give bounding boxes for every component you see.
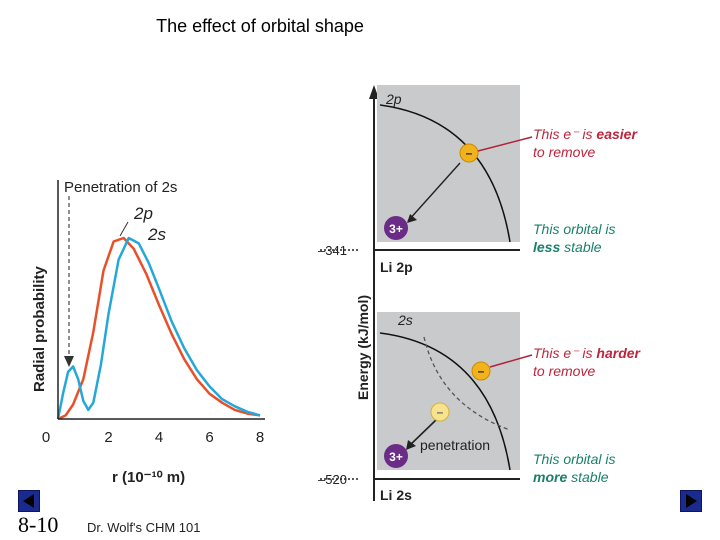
stability-2s-emphasis: more — [533, 469, 567, 485]
panel-2p — [377, 85, 520, 242]
penetration-arrow-head-2s — [406, 440, 416, 450]
stability-2s-rest: stable — [567, 469, 608, 485]
distance-arrow-2p — [407, 162, 461, 222]
penetrating-electron-2s — [430, 402, 450, 422]
orbital-label-2p: 2p — [385, 91, 402, 107]
note-pointer-2s — [489, 354, 533, 368]
distance-arrow-head-2p — [407, 214, 417, 223]
x-tick-label: 4 — [155, 429, 163, 446]
penetration-arrow-2s — [407, 419, 437, 448]
stability-2p-emphasis: less — [533, 239, 560, 255]
previous-slide-button[interactable] — [18, 490, 40, 512]
stability-2p-line1: This orbital is — [533, 221, 615, 237]
series-label-2s: 2s — [147, 225, 166, 244]
level-value-2s: –520 — [318, 472, 347, 487]
panel-2s — [377, 312, 520, 470]
note-2s-text: This e⁻ is — [533, 345, 596, 361]
next-slide-button[interactable] — [680, 490, 702, 512]
energy-axis-label: Energy (kJ/mol) — [355, 295, 371, 400]
stability-2p-rest: stable — [560, 239, 601, 255]
series-line-2p — [57, 236, 261, 421]
note-2p-rest: to remove — [533, 144, 595, 160]
label-pointer-2p — [119, 221, 129, 237]
note-2s-emphasis: harder — [596, 345, 641, 361]
note-2p-emphasis: easier — [596, 126, 638, 142]
series-label-2p: 2p — [133, 204, 153, 223]
stability-2p-line2: less stable — [533, 239, 602, 255]
note-2s-rest: to remove — [533, 363, 595, 379]
electron-2p — [459, 143, 479, 163]
note-2s: This e⁻ is harder — [533, 345, 642, 361]
x-tick-label: 8 — [256, 429, 264, 446]
energy-axis-arrowhead — [369, 85, 379, 99]
x-tick-label: 0 — [42, 429, 50, 446]
level-label-2p: Li 2p — [380, 259, 413, 275]
electron-label-2p: – — [466, 146, 473, 160]
penetration-arrowhead — [64, 356, 74, 367]
note-2p: This e⁻ is easier — [533, 126, 638, 142]
y-axis-label: Radial probability — [31, 265, 48, 392]
energy-level-diagram: Energy (kJ/mol) 2p 3+ – This e⁻ is easie… — [318, 85, 642, 503]
nucleus-label-2s: 3+ — [389, 450, 403, 464]
radial-probability-chart: Penetration of 2s Radial probability r (… — [31, 179, 265, 486]
electron-label-2s: – — [478, 364, 485, 378]
slide-title: The effect of orbital shape — [156, 16, 364, 36]
triangle-right-icon — [686, 494, 697, 508]
note-2p-text: This e⁻ is — [533, 126, 596, 142]
x-axis-label: r (10⁻¹⁰ m) — [112, 469, 185, 486]
nucleus-2s — [384, 444, 408, 468]
nucleus-label-2p: 3+ — [389, 222, 403, 236]
orbital-label-2s: 2s — [397, 312, 413, 328]
level-label-2s: Li 2s — [380, 487, 412, 503]
nucleus-2p — [384, 216, 408, 240]
penetration-path-2s — [423, 336, 511, 431]
stability-2s-line1: This orbital is — [533, 451, 615, 467]
slide-number: 8-10 — [18, 512, 59, 537]
penetration-label: Penetration of 2s — [64, 179, 177, 196]
electron-2s — [471, 361, 491, 381]
triangle-left-icon — [23, 494, 34, 508]
penetration-label-2s: penetration — [420, 437, 490, 453]
orbital-boundary-2s — [379, 332, 511, 471]
note-pointer-2p — [477, 136, 533, 152]
stability-2s-line2: more stable — [533, 469, 609, 485]
x-tick-label: 2 — [104, 429, 112, 446]
footer-credit: Dr. Wolf's CHM 101 — [87, 520, 201, 535]
penetrating-electron-label-2s: – — [437, 405, 444, 419]
series-line-2s — [56, 236, 261, 420]
level-value-2p: –341 — [318, 243, 347, 258]
x-tick-label: 6 — [205, 429, 213, 446]
